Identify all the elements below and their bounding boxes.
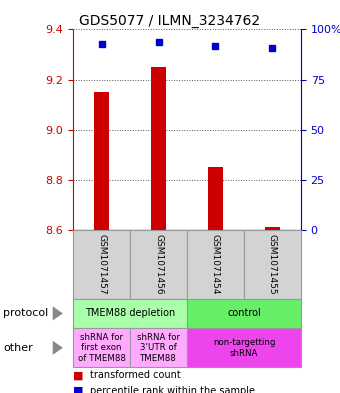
Text: GSM1071456: GSM1071456 [154, 234, 163, 295]
Text: ■: ■ [73, 386, 84, 393]
Text: GDS5077 / ILMN_3234762: GDS5077 / ILMN_3234762 [80, 14, 260, 28]
Text: TMEM88 depletion: TMEM88 depletion [85, 309, 175, 318]
Text: non-targetting
shRNA: non-targetting shRNA [213, 338, 275, 358]
Text: GSM1071455: GSM1071455 [268, 234, 277, 295]
Bar [208, 167, 223, 230]
Text: ■: ■ [73, 370, 84, 380]
Bar [95, 92, 109, 230]
Text: shRNA for
first exon
of TMEM88: shRNA for first exon of TMEM88 [78, 333, 125, 363]
Text: GSM1071457: GSM1071457 [97, 234, 106, 295]
Text: transformed count: transformed count [90, 370, 181, 380]
Text: other: other [3, 343, 33, 353]
Text: shRNA for
3'UTR of
TMEM88: shRNA for 3'UTR of TMEM88 [137, 333, 180, 363]
Text: protocol: protocol [3, 309, 49, 318]
Text: control: control [227, 309, 261, 318]
Bar [151, 67, 166, 230]
Text: percentile rank within the sample: percentile rank within the sample [90, 386, 255, 393]
Text: GSM1071454: GSM1071454 [211, 234, 220, 294]
Bar [265, 228, 279, 230]
